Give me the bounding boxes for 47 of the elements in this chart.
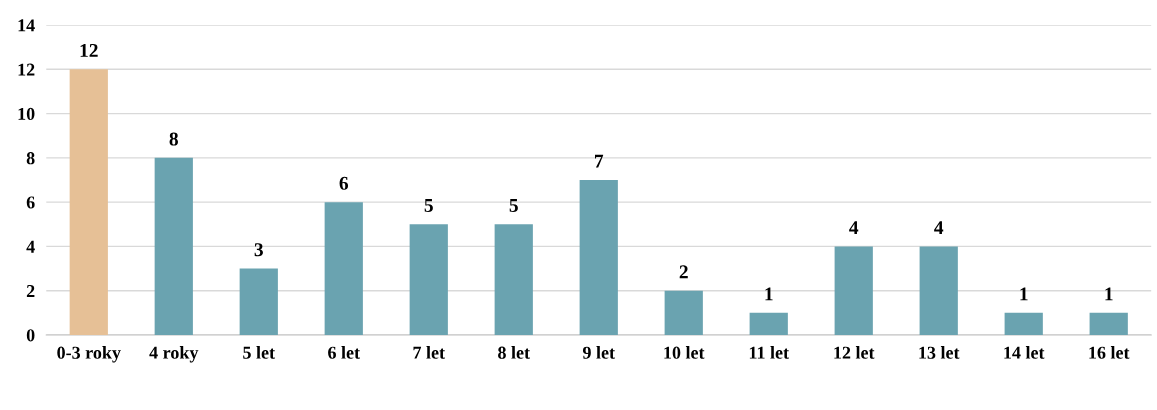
x-tick-label: 9 let: [582, 346, 615, 359]
x-tick-label: 7 let: [413, 346, 445, 359]
bar: [324, 202, 363, 335]
y-tick-label: 4: [26, 240, 35, 253]
bar: [409, 224, 448, 335]
y-tick-label: 0: [26, 329, 35, 342]
bar: [579, 179, 618, 335]
x-tick-label: 5 let: [243, 346, 275, 359]
bar: [919, 246, 958, 335]
x-tick-label: 6 let: [328, 346, 360, 359]
bar: [69, 69, 108, 335]
data-label: 6: [339, 176, 349, 190]
x-tick-label: 4 roky: [149, 346, 199, 363]
x-tick-label: 14 let: [1004, 346, 1045, 359]
data-label: 12: [80, 43, 98, 57]
y-tick-label: 8: [26, 152, 35, 165]
x-tick-label: 12 let: [834, 346, 875, 359]
data-label: 3: [254, 243, 263, 257]
y-tick-label: 10: [18, 107, 35, 121]
x-tick-label: 8 let: [498, 346, 530, 359]
data-label: 5: [509, 199, 518, 212]
x-tick-label: 11 let: [749, 346, 789, 359]
data-label: 4: [849, 221, 859, 234]
bar: [749, 312, 788, 335]
y-tick-label: 6: [26, 196, 35, 209]
bar: [154, 157, 193, 335]
y-tick-label: 12: [18, 63, 35, 76]
data-label: 5: [424, 199, 433, 212]
data-label: 4: [934, 221, 944, 234]
data-label: 1: [765, 287, 773, 301]
bar: [1089, 312, 1128, 335]
bar: [664, 290, 703, 335]
x-tick-label: 10 let: [664, 346, 705, 359]
x-tick-label: 0-3 roky: [57, 346, 121, 363]
data-label: 1: [1105, 287, 1113, 301]
data-label: 2: [679, 265, 688, 279]
bar: [834, 246, 873, 335]
data-label: 7: [595, 154, 604, 168]
y-tick-label: 2: [26, 285, 35, 297]
y-tick-label: 14: [18, 19, 35, 32]
data-label: 1: [1020, 287, 1028, 301]
bar: [1004, 312, 1043, 335]
x-tick-label: 16 let: [1089, 346, 1130, 359]
bar: [494, 224, 533, 335]
x-tick-label: 13 let: [919, 346, 960, 359]
data-label: 8: [169, 132, 178, 146]
bar: [239, 268, 278, 335]
